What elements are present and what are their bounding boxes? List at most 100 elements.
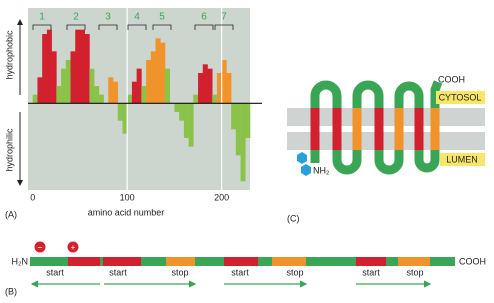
hexagon [297,152,307,164]
segment-label: 4 [134,12,140,23]
segment-label: 1 [39,12,45,23]
profile-bar [70,51,76,104]
panel-label: (A) [5,209,17,219]
panel-label: (B) [5,286,17,296]
signal-label: start [362,267,380,277]
profile-bar [183,103,189,138]
cytosol-label: CYTOSOL [439,92,482,102]
segment-bracket [127,24,147,30]
c-terminus-label: COOH [438,74,465,84]
profile-bar [79,29,85,104]
profile-bar [226,73,232,104]
tm-segment [414,108,424,150]
tm-segment [374,108,384,150]
profile-bar [164,68,171,104]
hexagon [301,164,311,176]
profile-bar [160,42,166,104]
profile-bar [127,94,133,104]
profile-bar [113,81,119,104]
profile-bar [89,68,95,104]
profile-bar [221,60,227,104]
profile-bar [37,77,43,104]
segment-bracket [98,24,118,30]
profile-bar [212,94,218,104]
profile-bar [174,103,180,112]
tm-segment [332,108,342,150]
profile-bar [207,68,213,104]
profile-bar [146,60,152,104]
signal-segment [398,257,430,266]
segment-label: 2 [73,12,79,23]
lumen-label: LUMEN [446,154,478,164]
n-terminus-label: NH₂ [313,165,330,175]
signal-segment [356,257,386,266]
segment-bracket [214,24,234,30]
profile-bar [179,103,185,121]
profile-bar [122,103,128,134]
y-axis-bottom-label: hydrophilic [4,128,14,172]
segment-label: 6 [201,12,207,23]
segment-bracket [152,24,172,30]
profile-bar [117,103,123,121]
profile-bar [108,77,114,104]
profile-bar [42,34,48,104]
charge-label: + [71,243,76,252]
signal-segment [166,257,195,266]
profile-bar [94,86,100,104]
c-terminus-label: COOH [459,256,486,266]
signal-segment [272,257,306,266]
profile-bar [235,103,241,156]
signal-label: start [231,267,249,277]
lumen-box [440,153,485,166]
profile-bar [136,68,142,104]
signal-label: start [46,267,64,277]
panel-label: (C) [287,213,300,223]
profile-bar [216,73,222,104]
y-axis-top-label: hydrophobic [4,30,14,80]
profile-bar [155,38,161,104]
profile-bar [150,51,156,104]
signal-segment [224,257,258,266]
signal-label: start [109,267,127,277]
profile-bar [32,94,38,104]
segment-bracket [194,24,214,30]
profile-bar [98,94,104,104]
profile-bar [193,94,199,104]
x-axis-label: amino acid number [88,207,165,217]
x-tick-label: 100 [120,192,135,202]
profile-bar [84,34,90,104]
tm-segment [310,108,320,150]
profile-bar [202,64,208,104]
profile-bar [51,51,57,104]
profile-bar [131,81,137,104]
profile-bar [141,86,147,104]
n-terminus-label: H₂N [12,256,29,266]
profile-bar [231,103,237,130]
segment-label: 3 [105,12,111,23]
signal-segment [103,257,141,266]
profile-bar [75,29,81,104]
charge [34,241,46,253]
tm-segment [430,108,440,150]
charge [67,241,79,253]
segment-label: 7 [221,12,227,23]
x-tick-label: 0 [30,192,35,202]
tm-segment [352,108,362,150]
x-tick-label: 200 [214,192,229,202]
profile-bar [56,86,62,104]
profile-bar [61,68,67,104]
charge-label: − [37,242,42,252]
segment-label: 5 [159,12,165,23]
profile-bar [46,29,52,104]
profile-bar [188,103,194,147]
tm-segment [394,108,404,150]
segment-bracket [66,24,86,30]
signal-label: stop [171,267,188,277]
signal-label: stop [286,267,303,277]
segment-bracket [32,24,52,30]
signal-segment [68,257,100,266]
hydropathy-plot: 0 100 200 1 2 3 4 5 6 7 [28,8,262,202]
cytosol-box [436,91,485,104]
profile-bar [198,73,204,104]
